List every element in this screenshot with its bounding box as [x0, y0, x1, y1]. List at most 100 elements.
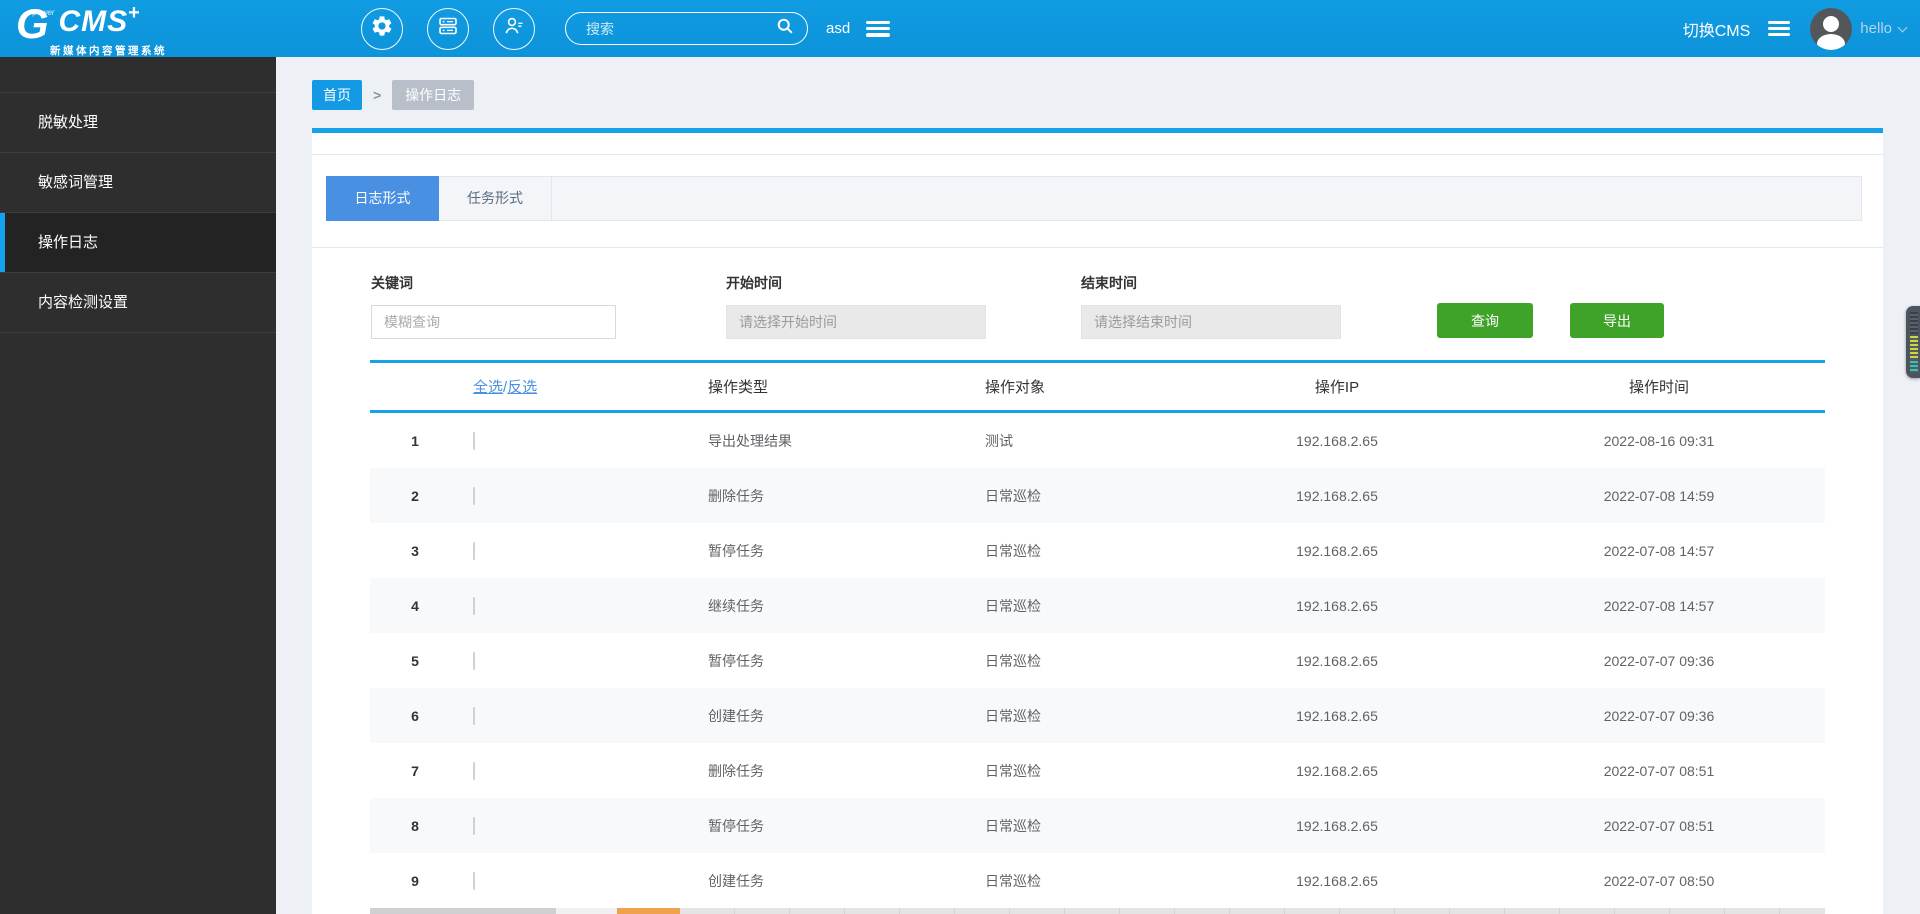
widget-yellow-stripes	[1910, 336, 1918, 360]
cell-operation-type: 继续任务	[708, 597, 764, 614]
cell-operation-time: 2022-07-07 08:51	[1603, 817, 1715, 834]
table-row: 5 暂停任务 日常巡检 192.168.2.65 2022-07-07 09:36	[370, 633, 1825, 688]
breadcrumb-separator: >	[373, 87, 382, 103]
table-row: 2 删除任务 日常巡检 192.168.2.65 2022-07-08 14:59	[370, 468, 1825, 523]
logo-subtitle: 新媒体内容管理系统	[50, 45, 167, 57]
row-number: 6	[411, 707, 419, 724]
cell-operation-type: 暂停任务	[708, 817, 764, 834]
row-checkbox[interactable]	[473, 706, 475, 725]
cell-operation-ip: 192.168.2.65	[1296, 872, 1378, 889]
export-button[interactable]: 导出	[1570, 303, 1664, 338]
switch-cms-button[interactable]: 切换CMS	[1682, 22, 1751, 40]
end-time-label: 结束时间	[1081, 275, 1137, 291]
row-select-cell	[460, 431, 635, 450]
row-select-cell	[460, 651, 635, 670]
modules-button[interactable]	[427, 7, 469, 50]
search-icon[interactable]	[775, 16, 795, 41]
cell-operation-ip: 192.168.2.65	[1296, 652, 1378, 669]
cell-operation-type: 创建任务	[708, 872, 764, 889]
table-top-line	[370, 360, 1825, 363]
tab-task-form[interactable]: 任务形式	[439, 177, 552, 220]
cell-operation-type: 暂停任务	[708, 652, 764, 669]
settings-button[interactable]	[361, 7, 403, 50]
row-checkbox[interactable]	[473, 431, 475, 450]
user-dropdown[interactable]: hello	[1860, 20, 1908, 37]
pagination-sliver[interactable]	[370, 908, 1825, 914]
table-row: 4 继续任务 日常巡检 192.168.2.65 2022-07-08 14:57	[370, 578, 1825, 633]
select-invert-link[interactable]: 反选	[507, 379, 538, 396]
table-row: 1 导出处理结果 测试 192.168.2.65 2022-08-16 09:31	[370, 413, 1825, 468]
keyword-input[interactable]	[371, 305, 616, 339]
log-table: 全选/反选 操作类型 操作对象 操作IP 操作时间 1 导出处理结果 测试 192.1…	[370, 360, 1825, 908]
sidebar-item-content-detection[interactable]: 内容检测设置	[0, 273, 276, 333]
server-list-icon	[436, 14, 460, 43]
row-checkbox[interactable]	[473, 816, 475, 835]
global-search	[565, 12, 808, 45]
right-menu-icon[interactable]	[1768, 21, 1791, 36]
row-checkbox[interactable]	[473, 541, 475, 560]
cell-operation-time: 2022-07-08 14:57	[1603, 542, 1715, 559]
sidebar-item-sensitive-words[interactable]: 敏感词管理	[0, 153, 276, 213]
filter-start-group: 开始时间	[726, 273, 986, 339]
row-select-cell	[460, 486, 635, 505]
widget-teal-stripes	[1910, 361, 1918, 373]
user-name-label: hello	[1860, 20, 1892, 37]
logo-g-mark: G	[16, 0, 49, 47]
center-menu-icon[interactable]	[866, 20, 891, 37]
start-time-label: 开始时间	[726, 275, 782, 291]
cell-operation-type: 删除任务	[708, 762, 764, 779]
tab-strip: 日志形式 任务形式	[326, 176, 1862, 221]
sidebar-item-desensitize[interactable]: 脱敏处理	[0, 93, 276, 153]
sidebar-spacer	[0, 57, 276, 93]
cell-operation-target: 日常巡检	[985, 762, 1041, 779]
row-number: 4	[411, 597, 419, 614]
table-header-row: 全选/反选 操作类型 操作对象 操作IP 操作时间	[370, 363, 1825, 413]
start-time-input[interactable]	[726, 305, 986, 339]
global-search-input[interactable]	[586, 20, 775, 37]
cell-operation-ip: 192.168.2.65	[1296, 762, 1378, 779]
row-select-cell	[460, 761, 635, 780]
cell-operation-target: 日常巡检	[985, 817, 1041, 834]
avatar[interactable]	[1810, 7, 1853, 50]
cell-operation-ip: 192.168.2.65	[1296, 597, 1378, 614]
cell-operation-ip: 192.168.2.65	[1296, 487, 1378, 504]
row-number: 3	[411, 542, 419, 559]
end-time-input[interactable]	[1081, 305, 1341, 339]
header-operation-ip: 操作IP	[1314, 379, 1360, 396]
cell-operation-time: 2022-08-16 09:31	[1603, 432, 1715, 449]
cell-operation-target: 日常巡检	[985, 872, 1041, 889]
pagination-segment	[680, 908, 1825, 914]
row-number: 2	[411, 487, 419, 504]
cell-operation-ip: 192.168.2.65	[1296, 817, 1378, 834]
row-checkbox[interactable]	[473, 651, 475, 670]
table-row: 8 暂停任务 日常巡检 192.168.2.65 2022-07-07 08:51	[370, 798, 1825, 853]
username-short-text: asd	[826, 20, 851, 37]
row-number: 9	[411, 872, 419, 889]
scroll-widget-handle[interactable]	[1906, 306, 1920, 378]
select-all-link[interactable]: 全选	[473, 379, 504, 396]
cell-operation-type: 创建任务	[708, 707, 764, 724]
cell-operation-target: 日常巡检	[985, 542, 1041, 559]
cell-operation-time: 2022-07-07 09:36	[1603, 707, 1715, 724]
row-select-cell	[460, 541, 635, 560]
table-body: 1 导出处理结果 测试 192.168.2.65 2022-08-16 09:31 2 删除…	[370, 413, 1825, 908]
row-checkbox[interactable]	[473, 596, 475, 615]
row-checkbox[interactable]	[473, 761, 475, 780]
breadcrumb-home[interactable]: 首页	[312, 80, 362, 110]
tab-log-form[interactable]: 日志形式	[326, 176, 439, 221]
top-header-bar: G power CMS + 新媒体内容管理系统 asd 切换CMS hello	[0, 0, 1920, 57]
row-number: 1	[411, 432, 419, 449]
query-button[interactable]: 查询	[1437, 303, 1533, 338]
row-checkbox[interactable]	[473, 871, 475, 890]
breadcrumb-current: 操作日志	[392, 80, 475, 110]
user-manage-button[interactable]	[493, 7, 535, 50]
sidebar-item-operation-log[interactable]: 操作日志	[0, 213, 276, 273]
sidebar-nav: 脱敏处理 敏感词管理 操作日志 内容检测设置	[0, 57, 276, 914]
header-center-toolbar: asd	[361, 0, 891, 57]
pagination-active-segment	[617, 908, 680, 914]
cell-operation-time: 2022-07-07 08:50	[1603, 872, 1715, 889]
row-checkbox[interactable]	[473, 486, 475, 505]
app-logo: G power CMS + 新媒体内容管理系统	[16, 3, 167, 58]
row-select-cell	[460, 706, 635, 725]
